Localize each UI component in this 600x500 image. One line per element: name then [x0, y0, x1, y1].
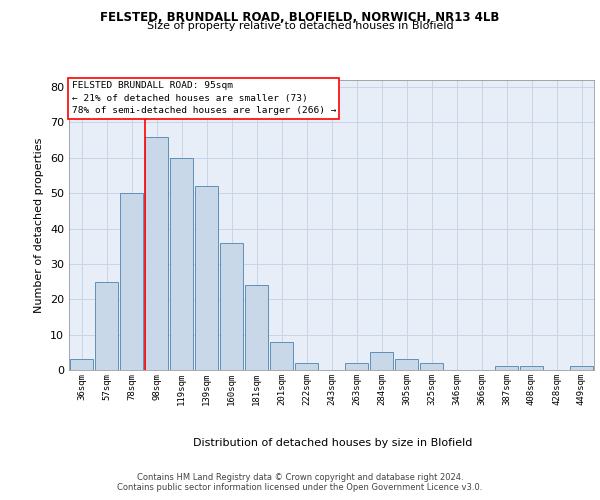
Bar [420, 363, 443, 370]
Bar [70, 360, 93, 370]
Text: Size of property relative to detached houses in Blofield: Size of property relative to detached ho… [146, 21, 454, 31]
Bar [295, 363, 318, 370]
Text: Contains public sector information licensed under the Open Government Licence v3: Contains public sector information licen… [118, 482, 482, 492]
Bar [95, 282, 118, 370]
Bar [345, 363, 368, 370]
Bar [120, 193, 143, 370]
Bar [270, 342, 293, 370]
Bar [370, 352, 393, 370]
Text: FELSTED BRUNDALL ROAD: 95sqm
← 21% of detached houses are smaller (73)
78% of se: FELSTED BRUNDALL ROAD: 95sqm ← 21% of de… [71, 82, 336, 116]
Bar [495, 366, 518, 370]
Bar [395, 360, 418, 370]
Bar [520, 366, 543, 370]
Bar [170, 158, 193, 370]
Bar [195, 186, 218, 370]
Text: Contains HM Land Registry data © Crown copyright and database right 2024.: Contains HM Land Registry data © Crown c… [137, 472, 463, 482]
Bar [570, 366, 593, 370]
Bar [145, 136, 168, 370]
Text: Distribution of detached houses by size in Blofield: Distribution of detached houses by size … [193, 438, 473, 448]
Text: FELSTED, BRUNDALL ROAD, BLOFIELD, NORWICH, NR13 4LB: FELSTED, BRUNDALL ROAD, BLOFIELD, NORWIC… [100, 11, 500, 24]
Bar [220, 242, 243, 370]
Y-axis label: Number of detached properties: Number of detached properties [34, 138, 44, 312]
Bar [245, 285, 268, 370]
